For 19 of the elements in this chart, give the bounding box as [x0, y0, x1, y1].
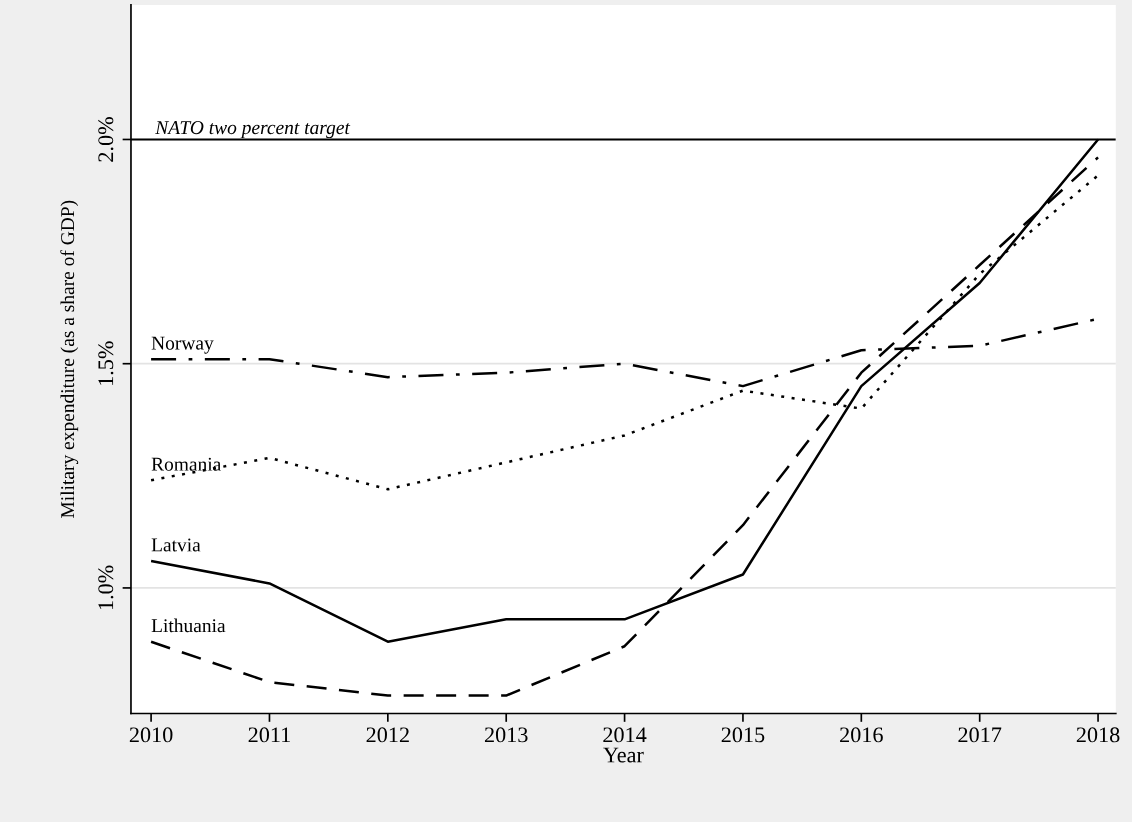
x-tick-label: 2013 — [484, 727, 528, 743]
x-tick-label: 2012 — [366, 727, 409, 743]
x-tick-label: 2016 — [840, 727, 883, 743]
x-tick-label: 2010 — [129, 727, 173, 743]
ref-line-label: NATO two percent target — [155, 121, 351, 139]
x-tick-label: 2011 — [248, 727, 290, 743]
y-tick-label: 1.0% — [98, 565, 114, 610]
x-tick-label: 2018 — [1076, 727, 1120, 743]
x-axis-title: Year — [603, 747, 644, 763]
x-tick-label: 2014 — [603, 727, 647, 743]
series-label: Latvia — [151, 538, 201, 552]
x-tick-label: 2015 — [721, 727, 765, 743]
y-tick-label: 1.5% — [98, 341, 114, 385]
series-label: Romania — [151, 457, 222, 471]
series-label: Lithuania — [151, 618, 226, 633]
y-axis-title: Military expenditure (as a share of GDP) — [60, 200, 79, 518]
x-tick-label: 2017 — [958, 727, 1002, 743]
y-tick-label: 2.0% — [98, 117, 114, 162]
series-label: Norway — [151, 336, 214, 354]
